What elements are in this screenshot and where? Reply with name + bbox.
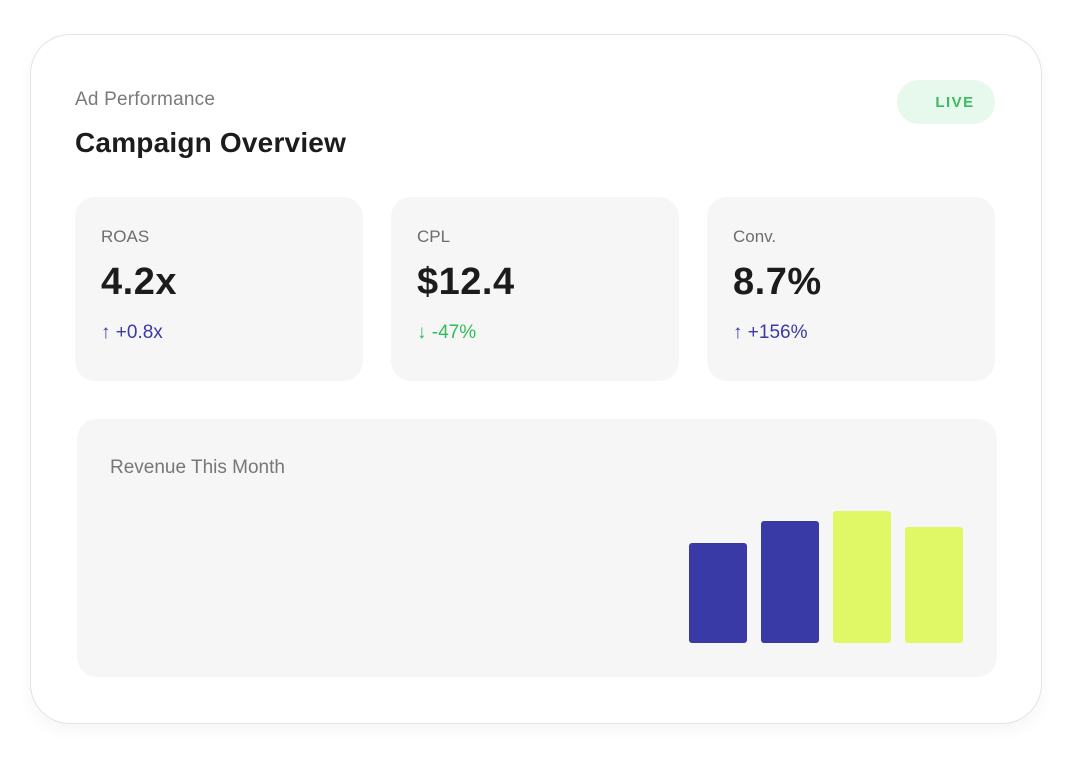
revenue-bar <box>761 521 819 643</box>
section-eyebrow: Ad Performance <box>75 89 216 110</box>
metric-value: $12.4 <box>417 261 515 303</box>
metric-delta: ↑ +156% <box>733 322 808 343</box>
revenue-bar-chart <box>689 511 963 643</box>
metric-delta: ↑ +0.8x <box>101 322 163 343</box>
revenue-bar <box>689 543 747 643</box>
campaign-overview-card: Ad Performance Campaign Overview LIVE RO… <box>30 34 1042 724</box>
metric-value: 4.2x <box>101 261 177 303</box>
metric-card-cpl: CPL $12.4 ↓ -47% <box>391 197 679 381</box>
live-status-label: LIVE <box>935 93 975 111</box>
metric-card-roas: ROAS 4.2x ↑ +0.8x <box>75 197 363 381</box>
revenue-panel: Revenue This Month <box>77 419 997 677</box>
revenue-bar <box>833 511 891 643</box>
metric-label: ROAS <box>101 227 150 246</box>
metric-card-conversion: Conv. 8.7% ↑ +156% <box>707 197 995 381</box>
metric-delta: ↓ -47% <box>417 322 477 343</box>
metric-label: CPL <box>417 227 451 246</box>
revenue-bar <box>905 527 963 643</box>
metric-value: 8.7% <box>733 261 822 303</box>
page-title: Campaign Overview <box>75 127 347 158</box>
live-status-badge: LIVE <box>897 80 995 124</box>
revenue-title: Revenue This Month <box>110 457 285 478</box>
metric-label: Conv. <box>733 227 777 246</box>
